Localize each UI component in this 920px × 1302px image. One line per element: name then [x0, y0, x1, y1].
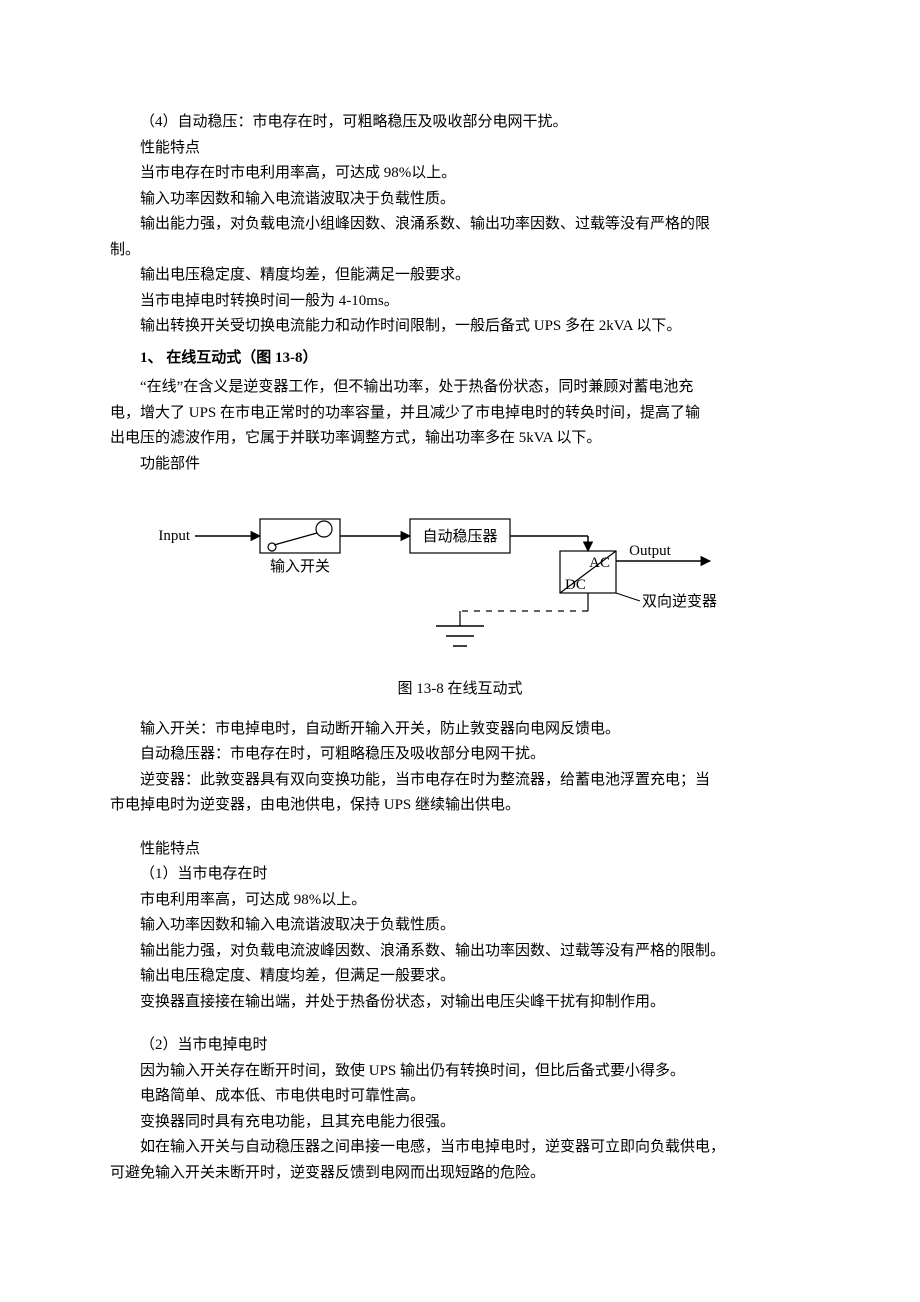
spacer-1 [110, 819, 810, 837]
para-sec4-7: 变换器直接接在输出端，并处于热备份状态，对输出电压尖峰干扰有抑制作用。 [110, 990, 810, 1016]
para-perf-3b: 制。 [110, 238, 810, 264]
para-sec4-4: 输入功率因数和输入电流谐波取决于负载性质。 [110, 913, 810, 939]
switch-lever [274, 533, 317, 545]
para-perf-4: 输出电压稳定度、精度均差，但能满足一般要求。 [110, 263, 810, 289]
figure-13-8: Input 输入开关 自动稳压器 AC DC [110, 491, 810, 671]
switch-label: 输入开关 [270, 558, 330, 575]
para-perf-title: 性能特点 [110, 136, 810, 162]
para-sec5-4: 变换器同时具有充电功能，且其充电能力很强。 [110, 1110, 810, 1136]
ac-label: AC [589, 555, 610, 571]
figure-svg: Input 输入开关 自动稳压器 AC DC [110, 491, 810, 671]
switch-contact-right [316, 521, 332, 537]
output-label: Output [629, 543, 672, 559]
para-sec4-2: （1）当市电存在时 [110, 862, 810, 888]
para-sec4-3: 市电利用率高，可达成 98%以上。 [110, 888, 810, 914]
para-sec5-2: 因为输入开关存在断开时间，致使 UPS 输出仍有转换时间，但比后备式要小得多。 [110, 1059, 810, 1085]
avr-label: 自动稳压器 [422, 528, 497, 545]
para-perf-3a: 输出能力强，对负载电流小组峰因数、浪涌系数、输出功率因数、过载等没有严格的限 [110, 212, 810, 238]
bi-inverter-label: 双向逆变器 [642, 593, 717, 610]
para-perf-6: 输出转换开关受切换电流能力和动作时间限制，一般后备式 UPS 多在 2kVA 以… [110, 314, 810, 340]
para-sec3-3a: 逆变器：此敦变器具有双向变换功能，当市电存在时为整流器，给蓄电池浮置充电；当 [110, 768, 810, 794]
para-sec4-6: 输出电压稳定度、精度均差，但满足一般要求。 [110, 964, 810, 990]
para-sec3-2: 自动稳压器：市电存在时，可粗略稳压及吸收部分电网干扰。 [110, 742, 810, 768]
page: （4）自动稳压：市电存在时，可粗略稳压及吸收部分电网干扰。 性能特点 当市电存在… [0, 0, 920, 1302]
para-perf-2: 输入功率因数和输入电流谐波取决于负载性质。 [110, 187, 810, 213]
spacer-2 [110, 1015, 810, 1033]
para-sec5-5a: 如在输入开关与自动稳压器之间串接一电感，当市电掉电时，逆变器可立即向负载供电， [110, 1135, 810, 1161]
para-sec2-1a: “在线”在含义是逆变器工作，但不输出功率，处于热备份状态，同时兼顾对蓄电池充 [110, 375, 810, 401]
para-sec3-1: 输入开关：市电掉电时，自动断开输入开关，防止敦变器向电网反馈电。 [110, 717, 810, 743]
para-sec4-1: 性能特点 [110, 837, 810, 863]
heading-online-interactive: 1、 在线互动式（图 13-8） [110, 346, 810, 372]
para-perf-1: 当市电存在时市电利用率高，可达成 98%以上。 [110, 161, 810, 187]
para-sec3-3b: 市电掉电时为逆变器，由电池供电，保持 UPS 继续输出供电。 [110, 793, 810, 819]
input-label: Input [158, 528, 190, 544]
para-sec5-1: （2）当市电掉电时 [110, 1033, 810, 1059]
figure-caption: 图 13-8 在线互动式 [110, 677, 810, 703]
para-perf-5: 当市电掉电时转换时间一般为 4-10ms。 [110, 289, 810, 315]
para-sec4-5: 输出能力强，对负载电流波峰因数、浪涌系数、输出功率因数、过载等没有严格的限制。 [110, 939, 810, 965]
para-sec2-1b: 电，增大了 UPS 在市电正常时的功率容量，并且减少了市电掉电时的转奂时间，提高… [110, 401, 810, 427]
para-sec2-2: 功能部件 [110, 452, 810, 478]
para-sec5-3: 电路简单、成本低、市电供电时可靠性高。 [110, 1084, 810, 1110]
para-sec2-1c: 出电压的滤波作用，它属于并联功率调整方式，输出功率多在 5kVA 以下。 [110, 426, 810, 452]
dc-label: DC [565, 577, 586, 593]
bi-inverter-lead [616, 593, 640, 601]
para-4-auto-voltage: （4）自动稳压：市电存在时，可粗略稳压及吸收部分电网干扰。 [110, 110, 810, 136]
para-sec5-5b: 可避免输入开关未断开时，逆变器反馈到电网而出现短路的危险。 [110, 1161, 810, 1187]
